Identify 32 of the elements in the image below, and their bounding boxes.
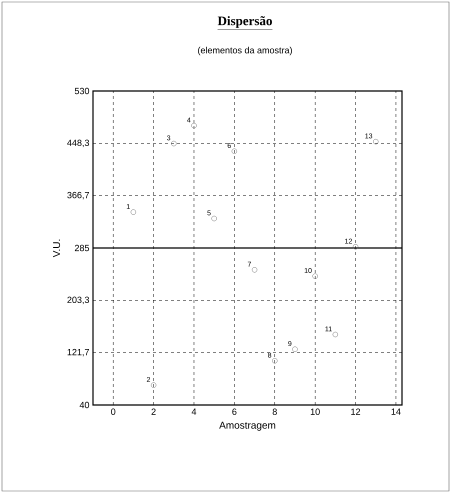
- point: [191, 122, 197, 128]
- point: [352, 244, 358, 250]
- x-axis-title: Amostragem: [219, 422, 276, 431]
- y-tick-label: 203,3: [67, 296, 90, 304]
- chart-subtitle: (elementos da amostra): [198, 46, 292, 56]
- point: [252, 267, 258, 272]
- y-axis-title: V.U.: [53, 240, 60, 258]
- point: [292, 346, 298, 352]
- point: [312, 273, 318, 279]
- point: [232, 148, 238, 154]
- x-tick-label: 12: [351, 408, 360, 415]
- x-tick-label: 6: [232, 408, 236, 415]
- y-tick-label: 121,7: [68, 348, 90, 356]
- point: [211, 216, 217, 222]
- point: [130, 209, 136, 215]
- x-tick-label: 2: [152, 408, 156, 415]
- point: [272, 358, 278, 364]
- x-tick-label: 14: [392, 408, 401, 415]
- point: [150, 382, 156, 388]
- point: [171, 140, 176, 146]
- chart-title: Dispersão: [218, 16, 272, 28]
- x-tick-label: 4: [192, 408, 196, 415]
- y-tick-label: 285: [74, 244, 90, 252]
- x-tick-label: 0: [111, 408, 116, 415]
- y-tick-label: 366,7: [67, 192, 90, 200]
- x-tick-label: 10: [310, 408, 320, 415]
- y-tick-label: 40: [80, 402, 90, 408]
- y-tick-label: 530: [74, 88, 90, 94]
- point: [373, 138, 378, 144]
- x-tick-label: 8: [272, 408, 277, 415]
- point: [332, 332, 338, 338]
- y-tick-label: 448,3: [67, 140, 90, 148]
